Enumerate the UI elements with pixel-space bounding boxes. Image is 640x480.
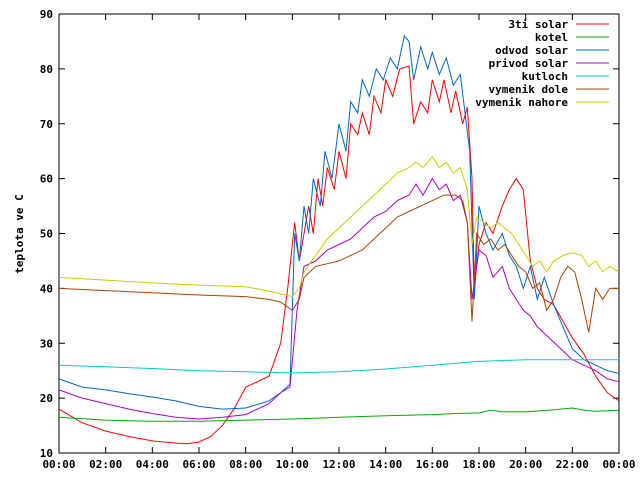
y-tick-label: 10 <box>40 447 53 460</box>
x-tick-label: 18:00 <box>462 458 495 471</box>
y-axis-label: teplota ve C <box>13 194 26 273</box>
x-tick-label: 02:00 <box>89 458 122 471</box>
legend-entry-label: kutloch <box>522 70 568 83</box>
y-tick-label: 20 <box>40 392 53 405</box>
x-tick-label: 22:00 <box>556 458 589 471</box>
y-tick-label: 60 <box>40 173 53 186</box>
legend-entry-label: odvod solar <box>495 44 568 57</box>
legend-entry-label: 3ti solar <box>508 18 568 31</box>
legend-entry-label: kotel <box>535 31 568 44</box>
x-axis: 00:00 02:00 04:00 06:00 08:00 10:00 12:00 14:00… <box>42 14 636 471</box>
y-tick-label: 50 <box>40 228 53 241</box>
series-lines <box>58 34 620 445</box>
x-tick-label: 10:00 <box>276 458 309 471</box>
legend-entry-label: vymenik dole <box>489 83 569 96</box>
y-tick-label: 30 <box>40 337 53 350</box>
series-line-6 <box>58 155 620 298</box>
legend-entry-label: privod solar <box>489 57 569 70</box>
x-tick-label: 06:00 <box>182 458 215 471</box>
y-tick-label: 40 <box>40 282 53 295</box>
x-tick-label: 04:00 <box>136 458 169 471</box>
series-line-5 <box>58 194 619 333</box>
x-tick-label: 00:00 <box>42 458 75 471</box>
y-tick-label: 70 <box>40 118 53 131</box>
y-tick-label: 80 <box>40 63 53 76</box>
y-tick-label: 90 <box>40 8 53 21</box>
x-tick-label: 08:00 <box>229 458 262 471</box>
x-tick-label: 00:00 <box>602 458 635 471</box>
series-line-0 <box>58 65 620 445</box>
series-line-4 <box>58 359 619 374</box>
legend-entry-label: vymenik nahore <box>475 96 568 109</box>
x-tick-label: 20:00 <box>509 458 542 471</box>
series-line-1 <box>58 407 620 422</box>
series-line-3 <box>58 177 620 420</box>
x-tick-label: 16:00 <box>416 458 449 471</box>
x-tick-label: 12:00 <box>322 458 355 471</box>
x-tick-label: 14:00 <box>369 458 402 471</box>
